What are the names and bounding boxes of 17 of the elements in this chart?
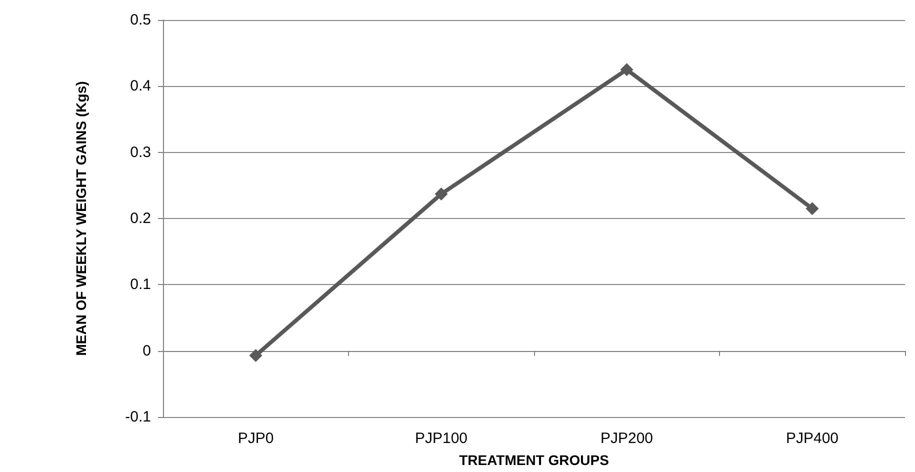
x-tick-label: PJP0 (238, 430, 274, 447)
point (806, 202, 819, 216)
point (434, 188, 448, 201)
y-axis-title: MEAN OF WEEKLY WEIGHT GAINS (Kgs) (73, 81, 89, 356)
x-tick-label: PJP100 (414, 430, 468, 447)
x-axis-title: TREATMENT GROUPS (459, 452, 609, 468)
y-tick-label: -0.1 (125, 408, 151, 426)
point (620, 63, 634, 76)
y-tick-label: 0.3 (130, 144, 151, 161)
y-tick-label: 0.5 (130, 12, 151, 28)
x-tick-label: PJP400 (786, 430, 839, 447)
y-tick-label: 0 (142, 342, 151, 360)
x-tick-label: PJP200 (600, 430, 654, 447)
y-tick-label: 0.2 (130, 210, 151, 227)
y-tick-label: 0.1 (130, 276, 151, 294)
y-tick-label: 0.4 (130, 78, 151, 95)
point (249, 348, 262, 362)
